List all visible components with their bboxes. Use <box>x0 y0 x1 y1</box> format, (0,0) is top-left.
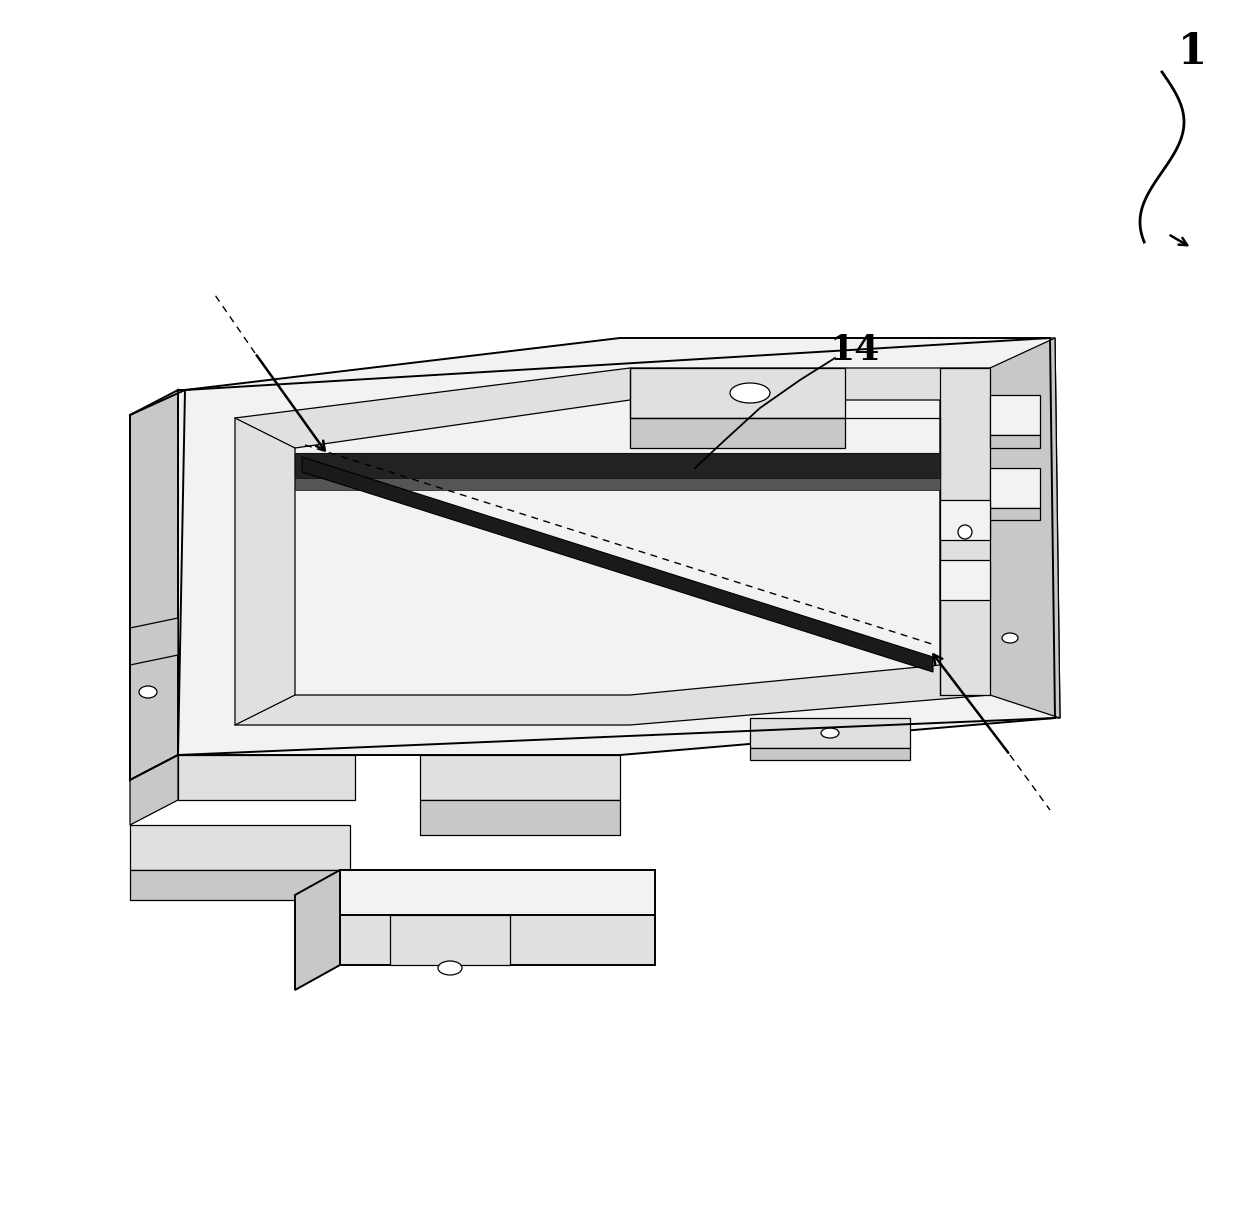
Text: 14: 14 <box>829 333 880 368</box>
Polygon shape <box>340 871 655 915</box>
Polygon shape <box>751 718 910 748</box>
Polygon shape <box>940 501 990 540</box>
Polygon shape <box>178 755 355 800</box>
Polygon shape <box>130 389 178 780</box>
Polygon shape <box>130 825 350 871</box>
Polygon shape <box>294 871 340 990</box>
Polygon shape <box>990 508 1040 520</box>
Polygon shape <box>990 338 1060 718</box>
Polygon shape <box>940 560 990 600</box>
Polygon shape <box>236 368 990 725</box>
Ellipse shape <box>439 961 462 976</box>
Polygon shape <box>302 457 933 672</box>
Polygon shape <box>630 368 845 418</box>
Polygon shape <box>130 755 178 825</box>
Polygon shape <box>990 435 1040 448</box>
Text: 1: 1 <box>1178 31 1207 73</box>
Ellipse shape <box>821 728 840 737</box>
Polygon shape <box>294 400 940 695</box>
Polygon shape <box>178 338 1055 755</box>
Polygon shape <box>990 396 1040 435</box>
Polygon shape <box>1050 338 1060 718</box>
Polygon shape <box>420 755 620 800</box>
Polygon shape <box>940 368 990 695</box>
Polygon shape <box>294 477 940 490</box>
Ellipse shape <box>959 525 972 538</box>
Polygon shape <box>990 468 1040 508</box>
Polygon shape <box>130 871 350 900</box>
Ellipse shape <box>730 383 771 403</box>
Polygon shape <box>130 618 178 665</box>
Polygon shape <box>420 800 620 835</box>
Ellipse shape <box>139 686 157 698</box>
Polygon shape <box>630 418 845 448</box>
Ellipse shape <box>1002 632 1017 643</box>
Polygon shape <box>294 453 940 477</box>
Polygon shape <box>340 915 655 965</box>
Polygon shape <box>751 748 910 759</box>
Polygon shape <box>390 915 510 965</box>
